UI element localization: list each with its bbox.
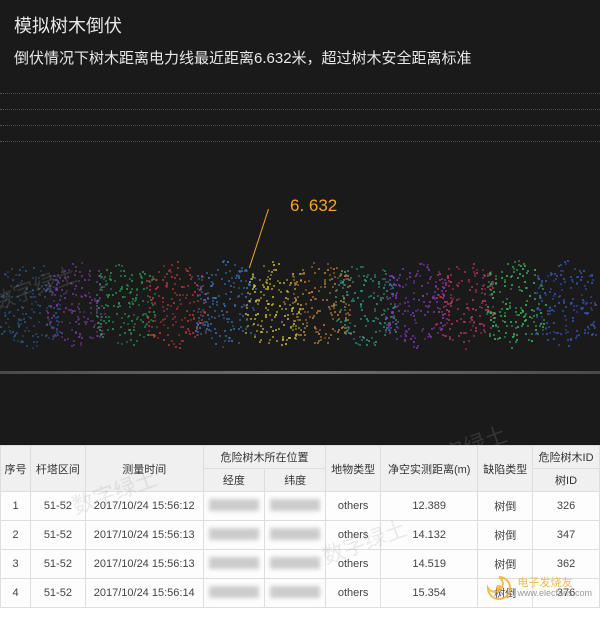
col-ftype: 地物类型 [326,446,381,492]
cell-seq: 1 [1,492,31,521]
colgroup-id: 危险树木ID [533,446,600,469]
cell-time: 2017/10/24 15:56:13 [85,550,203,579]
ground-line [0,371,600,374]
cell-ftype: others [326,550,381,579]
viz-description: 倒伏情况下树木距离电力线最近距离6.632米，超过树木安全距离标准 [0,44,600,81]
cell-lon [203,579,264,608]
cell-treeid: 347 [533,521,600,550]
cell-seq: 4 [1,579,31,608]
cell-lat [265,579,326,608]
col-tower: 杆塔区间 [31,446,86,492]
cell-ftype: others [326,521,381,550]
source-logo: 电子发烧友 www.elecfans.com [485,574,592,602]
swirl-icon [485,574,513,602]
cell-seq: 2 [1,521,31,550]
cell-tower: 51-52 [31,521,86,550]
col-dist: 净空实测距离(m) [380,446,478,492]
pointcloud-area[interactable]: 6. 632 数字绿土数字绿土 [0,81,600,411]
visualization-panel: 模拟树木倒伏 倒伏情况下树木距离电力线最近距离6.632米，超过树木安全距离标准… [0,0,600,445]
logo-text: 电子发烧友 www.elecfans.com [517,577,592,599]
measure-label: 6. 632 [290,196,337,216]
cell-dist: 15.354 [380,579,478,608]
colgroup-location: 危险树木所在位置 [203,446,326,469]
col-seq: 序号 [1,446,31,492]
col-lon: 经度 [203,469,264,492]
cell-dist: 14.132 [380,521,478,550]
cell-lon [203,521,264,550]
cell-time: 2017/10/24 15:56:13 [85,521,203,550]
col-lat: 纬度 [265,469,326,492]
cell-defect: 树倒 [478,492,533,521]
cell-lon [203,550,264,579]
cell-lat [265,492,326,521]
cell-ftype: others [326,579,381,608]
cell-ftype: others [326,492,381,521]
cell-defect: 树倒 [478,521,533,550]
table-row[interactable]: 151-522017/10/24 15:56:12 others12.389树倒3… [1,492,600,521]
cell-dist: 12.389 [380,492,478,521]
cell-treeid: 326 [533,492,600,521]
cell-lat [265,521,326,550]
cell-time: 2017/10/24 15:56:12 [85,492,203,521]
col-defect: 缺陷类型 [478,446,533,492]
cell-tower: 51-52 [31,579,86,608]
cell-lat [265,550,326,579]
table-row[interactable]: 251-522017/10/24 15:56:13 others14.132树倒3… [1,521,600,550]
cell-tower: 51-52 [31,492,86,521]
cell-time: 2017/10/24 15:56:14 [85,579,203,608]
data-table-panel: 序号 杆塔区间 测量时间 危险树木所在位置 地物类型 净空实测距离(m) 缺陷类… [0,445,600,608]
cell-lon [203,492,264,521]
trees-band [0,256,600,356]
viz-title: 模拟树木倒伏 [0,0,600,44]
logo-sub: www.elecfans.com [517,589,592,599]
col-treeid: 树ID [533,469,600,492]
col-time: 测量时间 [85,446,203,492]
cell-seq: 3 [1,550,31,579]
cell-tower: 51-52 [31,550,86,579]
cell-dist: 14.519 [380,550,478,579]
